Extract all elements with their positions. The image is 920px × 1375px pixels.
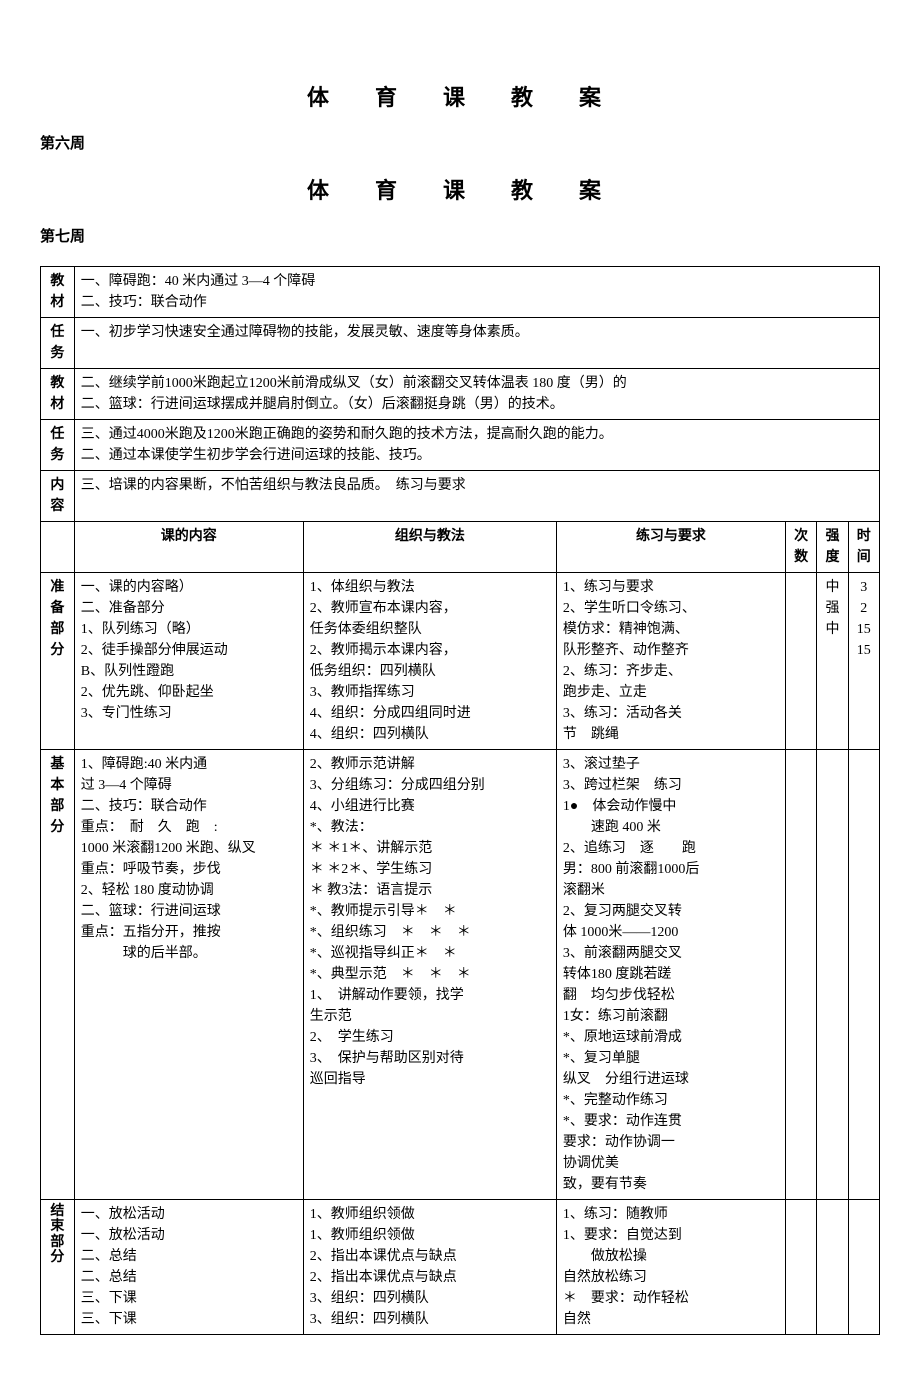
zhunbei-cishu <box>785 573 816 750</box>
jiben-col-a: 1、障碍跑:40 米内通 过 3—4 个障碍 二、技巧：联合动作 重点： 耐 久… <box>74 750 303 1200</box>
jieshu-col-b: 1、教师组织领做 1、教师组织领做 2、指出本课优点与缺点 2、指出本课优点与缺… <box>303 1200 556 1335</box>
renwu-content-2: 三、通过4000米跑及1200米跑正确跑的姿势和耐久跑的技术方法，提高耐久跑的能… <box>74 420 879 471</box>
zhunbei-col-a: 一、课的内容略） 二、准备部分 1、队列练习（略） 2、徒手操部分伸展运动 B、… <box>74 573 303 750</box>
table-header-row: 课的内容 组织与教法 练习与要求 次数 强度 时间 <box>41 522 880 573</box>
label-blank <box>41 522 75 573</box>
zhunbei-col-b: 1、体组织与教法 2、教师宣布本课内容， 任务体委组织整队 2、教师揭示本课内容… <box>303 573 556 750</box>
col-header-content: 课的内容 <box>74 522 303 573</box>
label-renwu-2: 任务 <box>41 420 75 471</box>
jiaocai-content: 一、障碍跑：40 米内通过 3—4 个障碍 二、技巧：联合动作 <box>74 267 879 318</box>
table-row: 任务 一、初步学习快速安全通过障碍物的技能，发展灵敏、速度等身体素质。 <box>41 318 880 369</box>
table-row-jiben: 基本部分 1、障碍跑:40 米内通 过 3—4 个障碍 二、技巧：联合动作 重点… <box>41 750 880 1200</box>
jiben-qiangdu <box>817 750 848 1200</box>
week-label-7: 第七周 <box>40 225 880 246</box>
label-jiaocai: 教材 <box>41 267 75 318</box>
lesson-tables-wrap: 教材 一、障碍跑：40 米内通过 3—4 个障碍 二、技巧：联合动作 任务 一、… <box>40 266 880 1335</box>
zhunbei-qiangdu: 中 强 中 <box>817 573 848 750</box>
label-zhunbei: 准备部分 <box>41 573 75 750</box>
jiben-col-c: 3、滚过垫子 3、跨过栏架 练习 1● 体会动作慢中 速跑 400 米 2、追练… <box>556 750 785 1200</box>
table-row: 内容 三、培课的内容果断，不怕苦组织与教法良品质。 练习与要求 <box>41 471 880 522</box>
jieshu-col-c: 1、练习：随教师 1、要求：自觉达到 做放松操 自然放松练习 ＊ 要求：动作轻松… <box>556 1200 785 1335</box>
col-header-method: 组织与教法 <box>303 522 556 573</box>
lesson-table-main: 教材 一、障碍跑：40 米内通过 3—4 个障碍 二、技巧：联合动作 任务 一、… <box>40 266 880 1335</box>
jiaocai-content-2: 二、继续学前1000米跑起立1200米前滑成纵叉（女）前滚翻交叉转体温表 180… <box>74 369 879 420</box>
page-title-1: 体 育 课 教 案 <box>40 80 880 112</box>
zhunbei-shijian: 3 2 15 15 <box>848 573 879 750</box>
neirong-content: 三、培课的内容果断，不怕苦组织与教法良品质。 练习与要求 <box>74 471 879 522</box>
jiben-col-b: 2、教师示范讲解 3、分组练习：分成四组分别 4、小组进行比赛 *、教法： ＊ … <box>303 750 556 1200</box>
jieshu-qiangdu <box>817 1200 848 1335</box>
jieshu-shijian <box>848 1200 879 1335</box>
label-jiben: 基本部分 <box>41 750 75 1200</box>
zhunbei-col-c: 1、练习与要求 2、学生听口令练习、 模仿求：精神饱满、 队形整齐、动作整齐 2… <box>556 573 785 750</box>
col-header-shijian: 时间 <box>848 522 879 573</box>
renwu-content: 一、初步学习快速安全通过障碍物的技能，发展灵敏、速度等身体素质。 <box>74 318 879 369</box>
label-jieshu: 结束部分 <box>41 1200 75 1335</box>
table-row-jieshu: 结束部分 一、放松活动 一、放松活动 二、总结 二、总结 三、下课 三、下课 1… <box>41 1200 880 1335</box>
table-row-zhunbei: 准备部分 一、课的内容略） 二、准备部分 1、队列练习（略） 2、徒手操部分伸展… <box>41 573 880 750</box>
jiben-cishu <box>785 750 816 1200</box>
table-row: 任务 三、通过4000米跑及1200米跑正确跑的姿势和耐久跑的技术方法，提高耐久… <box>41 420 880 471</box>
label-neirong: 内容 <box>41 471 75 522</box>
week-label-6: 第六周 <box>40 132 880 153</box>
jieshu-col-a: 一、放松活动 一、放松活动 二、总结 二、总结 三、下课 三、下课 <box>74 1200 303 1335</box>
col-header-cishu: 次数 <box>785 522 816 573</box>
table-row: 教材 二、继续学前1000米跑起立1200米前滑成纵叉（女）前滚翻交叉转体温表 … <box>41 369 880 420</box>
label-renwu: 任务 <box>41 318 75 369</box>
page-title-2: 体 育 课 教 案 <box>40 173 880 205</box>
col-header-qiangdu: 强度 <box>817 522 848 573</box>
jieshu-cishu <box>785 1200 816 1335</box>
col-header-practice: 练习与要求 <box>556 522 785 573</box>
table-row: 教材 一、障碍跑：40 米内通过 3—4 个障碍 二、技巧：联合动作 <box>41 267 880 318</box>
label-jiaocai-2: 教材 <box>41 369 75 420</box>
jiben-shijian <box>848 750 879 1200</box>
